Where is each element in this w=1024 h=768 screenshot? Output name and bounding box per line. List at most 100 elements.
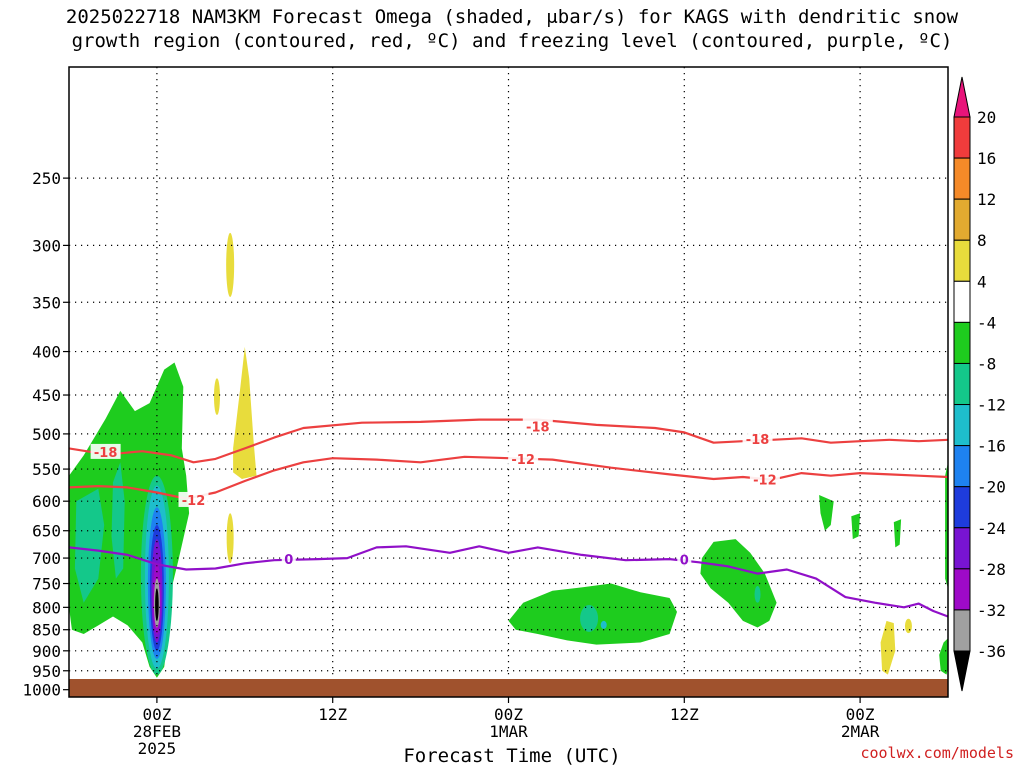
contour-label-bg bbox=[178, 491, 209, 507]
colorbar-label: -32 bbox=[977, 601, 1006, 620]
contour-line--18 bbox=[69, 418, 948, 464]
y-tick-label-450: 450 bbox=[32, 386, 61, 405]
plot-area: -18 -18 -18 -12 -12 -12 0 0 bbox=[69, 67, 948, 697]
x-tick-label: 00Z bbox=[494, 705, 523, 724]
omega-ascent-cell-a bbox=[819, 495, 834, 531]
watermark: coolwx.com/models bbox=[860, 744, 1014, 762]
contour-label--18: -18 bbox=[94, 446, 118, 461]
omega-ascent-teal-a bbox=[74, 488, 105, 603]
colorbar-label: -36 bbox=[977, 642, 1006, 661]
y-tick-label-950: 950 bbox=[32, 662, 61, 681]
colorbar-swatch bbox=[953, 527, 971, 570]
x-axis-label: Forecast Time (UTC) bbox=[403, 745, 621, 767]
y-tick-label-250: 250 bbox=[32, 169, 61, 188]
contour-label-0: 0 bbox=[680, 554, 689, 569]
contour-label-0: 0 bbox=[284, 553, 293, 568]
contour-label--18: -18 bbox=[746, 433, 770, 448]
x-tick-label: 00Z bbox=[142, 705, 171, 724]
colorbar-label: -16 bbox=[977, 437, 1006, 456]
contour-label-bg bbox=[508, 450, 539, 466]
colorbar-swatch bbox=[953, 198, 971, 241]
colorbar-label: -20 bbox=[977, 478, 1006, 497]
y-tick-label-850: 850 bbox=[32, 621, 61, 640]
omega-ascent-cell-d bbox=[939, 638, 948, 675]
colorbar-swatch bbox=[953, 486, 971, 529]
omega-ascent-midday-cyan bbox=[600, 620, 607, 629]
chart-title-line2: growth region (contoured, red, ºC) and f… bbox=[71, 30, 953, 52]
omega-sinking-cell-2 bbox=[213, 378, 220, 415]
colorbar-swatch bbox=[953, 609, 971, 652]
omega-ascent-midday-teal bbox=[580, 605, 599, 632]
colorbar-swatch bbox=[953, 157, 971, 200]
colorbar-label: -28 bbox=[977, 560, 1006, 579]
contour-label-bg bbox=[522, 418, 553, 434]
contour-label--12: -12 bbox=[182, 494, 206, 509]
y-axis: 250 300 350 400 450 500 550 600 650 700 750 800 850 9… bbox=[22, 169, 69, 700]
y-tick-label-650: 650 bbox=[32, 522, 61, 541]
colorbar-label: 12 bbox=[977, 190, 996, 209]
x-tick-label: 28FEB bbox=[133, 722, 181, 741]
y-tick-label-550: 550 bbox=[32, 460, 61, 479]
grid-lines bbox=[69, 67, 948, 697]
colorbar-label: 4 bbox=[977, 272, 987, 291]
y-tick-label-600: 600 bbox=[32, 492, 61, 511]
colorbar-swatch bbox=[953, 362, 971, 406]
omega-ascent-afternoon-teal bbox=[754, 585, 761, 603]
contour-label-bg bbox=[749, 471, 780, 487]
colorbar-label: 8 bbox=[977, 231, 987, 250]
x-tick-label: 12Z bbox=[318, 705, 347, 724]
y-tick-label-1000: 1000 bbox=[22, 681, 61, 700]
omega-ascent-teal-b bbox=[111, 462, 125, 579]
colorbar-label: 16 bbox=[977, 149, 996, 168]
omega-sinking-cell-3 bbox=[233, 346, 257, 479]
omega-sinking-cell-5 bbox=[880, 620, 896, 675]
omega-ascent-cell-b bbox=[851, 513, 861, 540]
contour-label-bg bbox=[742, 431, 773, 447]
colorbar-swatch bbox=[953, 280, 971, 323]
colorbar: 20 16 12 8 4 -4 -8 -12 -16 -20 -24 -28 -32 -36 bbox=[953, 76, 1006, 692]
y-tick-label-900: 900 bbox=[32, 642, 61, 661]
colorbar-swatch bbox=[953, 568, 971, 611]
contour-label--12: -12 bbox=[511, 453, 535, 468]
contour-label-bg bbox=[281, 551, 296, 567]
colorbar-swatch bbox=[953, 404, 971, 447]
omega-sinking-cell-6 bbox=[904, 618, 912, 634]
omega-sinking-cell-1 bbox=[226, 232, 235, 297]
colorbar-top-arrow bbox=[953, 76, 971, 118]
y-tick-label-800: 800 bbox=[32, 598, 61, 617]
contour-line-0 bbox=[69, 545, 948, 618]
colorbar-label: -12 bbox=[977, 396, 1006, 415]
temperature-contours: -18 -18 -18 -12 -12 -12 0 0 bbox=[69, 418, 948, 618]
colorbar-swatch bbox=[953, 116, 971, 159]
contour-label--18: -18 bbox=[526, 420, 550, 435]
contour-label-bg bbox=[677, 551, 692, 567]
plot-frame bbox=[68, 66, 949, 698]
x-tick-label: 12Z bbox=[670, 705, 699, 724]
colorbar-label: 20 bbox=[977, 108, 996, 127]
chart-title-line1: 2025022718 NAM3KM Forecast Omega (shaded… bbox=[65, 6, 959, 28]
x-tick-label: 1MAR bbox=[489, 722, 528, 741]
y-tick-label-400: 400 bbox=[32, 343, 61, 362]
omega-core-black bbox=[155, 588, 159, 621]
colorbar-swatch bbox=[953, 239, 971, 282]
x-tick-label: 2MAR bbox=[841, 722, 880, 741]
x-tick-label: 00Z bbox=[846, 705, 875, 724]
omega-sinking-cell-4 bbox=[226, 513, 234, 564]
terrain-surface bbox=[69, 679, 948, 697]
omega-ascent-cell-c bbox=[893, 519, 902, 548]
y-tick-label-350: 350 bbox=[32, 293, 61, 312]
y-tick-label-750: 750 bbox=[32, 575, 61, 594]
contour-label-bg bbox=[90, 443, 121, 459]
x-tick-label: 2025 bbox=[138, 739, 177, 758]
y-tick-label-500: 500 bbox=[32, 425, 61, 444]
colorbar-label: -8 bbox=[977, 354, 996, 373]
y-tick-label-300: 300 bbox=[32, 236, 61, 255]
colorbar-swatch bbox=[953, 445, 971, 488]
colorbar-bottom-arrow bbox=[953, 650, 971, 692]
omega-ascent-afternoon bbox=[700, 539, 777, 628]
colorbar-label: -4 bbox=[977, 313, 996, 332]
y-tick-label-700: 700 bbox=[32, 549, 61, 568]
contour-label--12: -12 bbox=[753, 474, 777, 489]
